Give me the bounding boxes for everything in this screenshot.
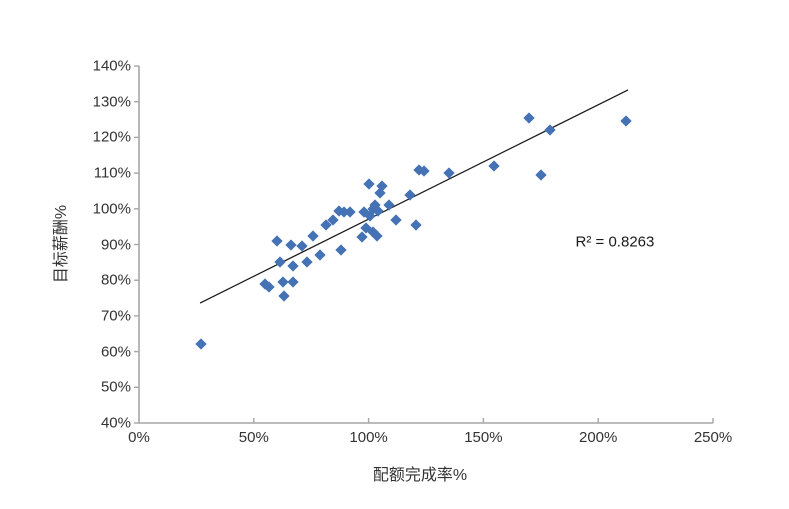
y-tick-label: 80%: [100, 271, 131, 289]
data-point: [296, 240, 308, 252]
x-axis-title: 配额完成率%: [372, 467, 468, 484]
r-squared-annotation: R² = 0.8263: [575, 233, 655, 251]
y-tick-label: 120%: [92, 128, 131, 146]
data-point: [287, 260, 299, 272]
data-point: [383, 199, 395, 211]
y-tick-label: 50%: [100, 378, 131, 396]
data-point: [523, 112, 535, 124]
data-point: [335, 244, 347, 256]
y-tick-label: 70%: [100, 307, 131, 325]
data-point: [488, 160, 500, 172]
y-tick-label: 110%: [93, 164, 131, 182]
x-tick-label: 100%: [349, 429, 388, 446]
data-point: [409, 219, 422, 231]
x-tick-label: 150%: [464, 429, 503, 446]
y-tick-label: 140%: [92, 57, 131, 75]
x-tick-label: 250%: [693, 429, 733, 446]
data-point: [344, 206, 356, 219]
x-tick-label: 0%: [128, 429, 150, 446]
y-tick-label: 40%: [100, 414, 131, 432]
x-tick-label: 200%: [579, 429, 618, 446]
data-point: [284, 238, 297, 251]
y-tick-label: 90%: [100, 236, 131, 253]
y-tick-label: 100%: [92, 200, 131, 218]
data-point: [535, 169, 547, 181]
data-point: [277, 290, 290, 302]
data-point: [390, 213, 402, 226]
data-point: [544, 124, 556, 136]
data-point: [271, 235, 283, 247]
data-point: [307, 229, 320, 242]
data-point: [404, 188, 416, 201]
x-tick-label: 50%: [238, 429, 269, 446]
data-point: [300, 256, 313, 269]
data-point: [195, 338, 207, 351]
data-point: [274, 256, 286, 269]
y-tick-label: 60%: [100, 343, 131, 361]
data-point: [443, 167, 455, 179]
data-point: [314, 249, 327, 261]
y-axis-title: 目标薪酬%: [53, 204, 70, 283]
y-tick-label: 130%: [92, 93, 131, 111]
data-point: [287, 276, 299, 288]
data-point: [362, 178, 375, 190]
data-point: [620, 115, 632, 127]
